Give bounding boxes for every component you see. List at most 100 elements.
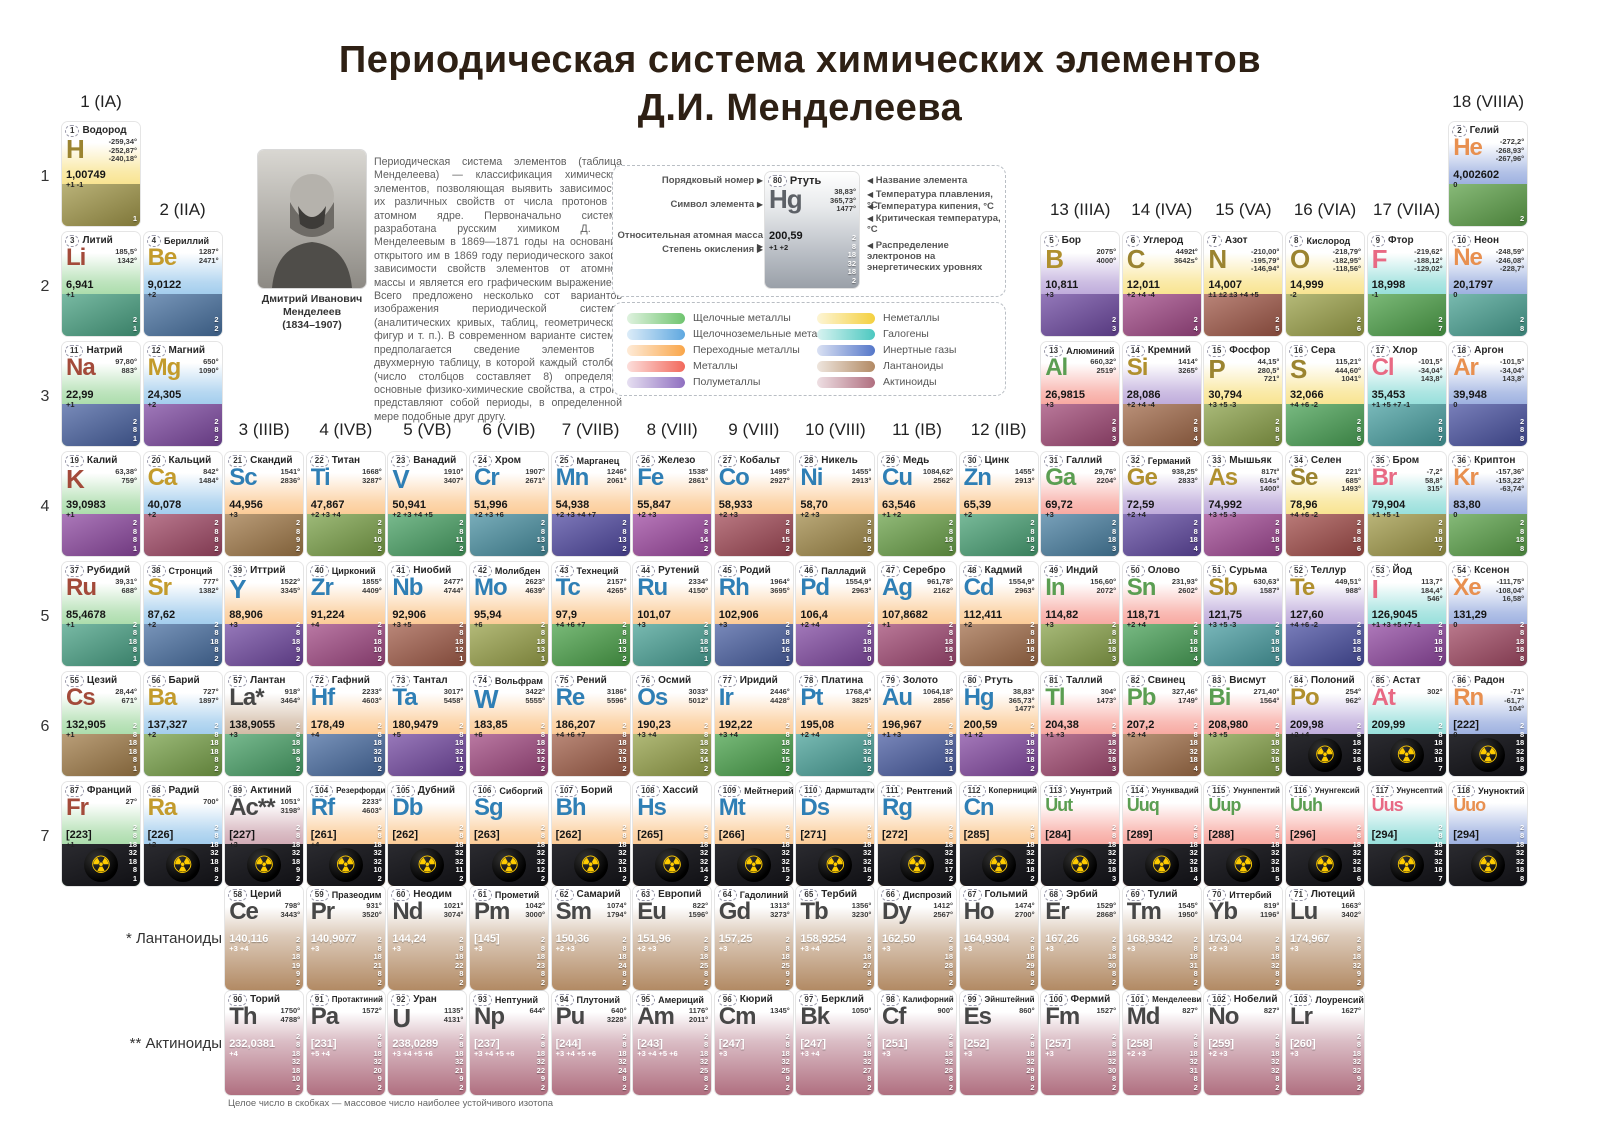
- element-oxidation: +3: [229, 510, 238, 519]
- element-header: 99 Эйнштейний: [962, 993, 1036, 1006]
- element-symbol: Ho: [963, 898, 995, 925]
- atomic-number: 38: [146, 564, 166, 577]
- element-photo: ☢: [1449, 734, 1528, 776]
- atomic-number: 25: [554, 454, 574, 467]
- element-name: Осмий: [658, 675, 692, 686]
- element-cell-77: 77 Иридий Ir 2446° 4428° 192,22 +3 +4 2 8 18 32 15 2: [714, 672, 793, 776]
- element-name: Лютеций: [1310, 889, 1356, 900]
- element-symbol: Zr: [310, 574, 334, 601]
- atomic-number: 18: [1452, 344, 1472, 357]
- element-oxidation: +3 +5 -3: [1208, 620, 1237, 629]
- atomic-number: 75: [554, 674, 574, 687]
- atomic-number: 81: [1044, 674, 1064, 687]
- legend-item-metalloid: Полуметаллы: [627, 376, 760, 388]
- element-shells: 2 8 18 18 1: [944, 619, 953, 663]
- element-name: Йод: [1392, 565, 1413, 576]
- atomic-number: 6: [1125, 234, 1141, 247]
- element-header: 16 Сера: [1289, 344, 1362, 357]
- element-symbol: Pd: [800, 574, 830, 601]
- element-shells: 2 8 18 30 8 2: [1107, 935, 1117, 987]
- element-mass: 39,0983: [66, 499, 106, 511]
- element-mass: [285]: [963, 829, 990, 841]
- element-header: 63 Европий: [636, 888, 709, 901]
- element-oxidation: +1: [66, 620, 75, 629]
- element-header: 18 Аргон: [1452, 344, 1525, 357]
- element-header: 55 Цезий: [65, 674, 138, 687]
- element-temps: 1412° 2567°: [933, 901, 953, 919]
- element-symbol: La*: [229, 684, 264, 711]
- element-temps: 860°: [1019, 1006, 1035, 1015]
- element-photo: ☢: [306, 844, 385, 886]
- element-name: Унунсептий: [1396, 786, 1443, 795]
- element-mass: [223]: [66, 829, 92, 841]
- element-name: Селен: [1310, 455, 1342, 466]
- group-header-16: 16 (VIA): [1293, 200, 1357, 219]
- atomic-number: 76: [636, 674, 656, 687]
- element-name: Ксенон: [1474, 565, 1510, 576]
- element-header: 54 Ксенон: [1452, 564, 1525, 577]
- element-oxidation: +2: [147, 290, 157, 299]
- element-shells: 2 8 18 32 18 6: [1352, 721, 1361, 773]
- element-photo: ☢: [1286, 844, 1364, 886]
- element-mass: [259]: [1208, 1038, 1235, 1050]
- element-header: 6 Углерод: [1125, 234, 1199, 247]
- group-header-7: 7 (VIIB): [561, 420, 620, 439]
- element-cell-80: 80 Ртуть Hg 38,83° 365,73° 1477° 200,59 +1 +2 2 8…: [959, 672, 1038, 776]
- element-oxidation: +2 +4: [1126, 730, 1146, 739]
- element-photo: [1041, 514, 1120, 556]
- element-name: Нептуний: [494, 994, 538, 1005]
- element-header: 28 Никель: [799, 454, 872, 467]
- element-photo: [1204, 734, 1283, 776]
- element-temps: 1554,9° 2963°: [845, 577, 872, 595]
- element-mass: 40,078: [147, 499, 182, 511]
- element-oxidation: +1 +5 -1: [1371, 510, 1400, 519]
- element-mass: [262]: [555, 829, 582, 841]
- radioactive-icon: ☢: [492, 848, 526, 882]
- atomic-number: 118: [1452, 784, 1476, 797]
- element-cell-17: 17 Хлор Cl -101,5° -34,04° 143,8° 35,453 +1 +5 …: [1367, 342, 1446, 446]
- element-name: Ртуть: [984, 675, 1014, 686]
- element-mass: [257]: [1045, 1038, 1071, 1050]
- element-mass: 65,39: [963, 499, 992, 511]
- atomic-number: 69: [1125, 888, 1145, 901]
- group-header-11: 11 (IB): [892, 420, 942, 439]
- element-header: 47 Серебро: [881, 564, 954, 577]
- element-temps: 27°: [125, 797, 137, 806]
- element-shells: 2 8 18 32 32 9 2: [1352, 1031, 1361, 1092]
- element-cell-81: 81 Таллий Tl 304° 1473° 204,38 +1 +3 2 8 18 32 18 3: [1041, 672, 1120, 776]
- element-symbol: Se: [1290, 464, 1318, 491]
- radioactive-icon: ☢: [1471, 848, 1506, 882]
- element-oxidation: 0: [1453, 510, 1458, 519]
- element-shells: 2 8 18 10 2: [373, 619, 382, 663]
- element-oxidation: +2 +3: [637, 944, 657, 953]
- element-shells: 2 8 18 32 32 18 6: [1352, 822, 1361, 883]
- element-header: 93 Нептуний: [473, 993, 546, 1006]
- element-name: Иттербий: [1229, 889, 1272, 900]
- element-photo: [388, 734, 467, 776]
- element-temps: 1042° 3000°: [525, 901, 545, 919]
- element-symbol: V: [392, 464, 409, 494]
- element-shells: 2 8 18 32 31 8 2: [1189, 1031, 1198, 1092]
- element-name: Кобальт: [739, 455, 781, 466]
- element-oxidation: +5: [392, 730, 401, 739]
- element-temps: 817t° 614s° 1400°: [1259, 467, 1280, 493]
- element-oxidation: +2 +3: [1208, 1049, 1228, 1058]
- element-name: Дармштадтий: [825, 786, 875, 795]
- element-name: Кислород: [1306, 235, 1351, 246]
- element-oxidation: +2: [963, 510, 973, 519]
- atomic-number: 43: [554, 564, 574, 577]
- element-mass: 32,066: [1290, 389, 1324, 401]
- element-temps: -101,5° -34,04° 143,8°: [1499, 357, 1525, 383]
- element-oxidation: +3: [1045, 290, 1054, 299]
- element-cell-67: 67 Гольмий Ho 1474° 2700° 164,9304 +3 2 8 18 29 8 2: [959, 886, 1038, 990]
- element-name: Технеций: [576, 565, 619, 576]
- element-header: 68 Эрбий: [1044, 888, 1117, 901]
- element-mass: [288]: [1208, 829, 1235, 841]
- element-shells: 2 8 18 18 8 1: [128, 721, 137, 773]
- element-photo: ☢: [225, 844, 304, 886]
- element-temps: 1750° 4788°: [280, 1006, 301, 1024]
